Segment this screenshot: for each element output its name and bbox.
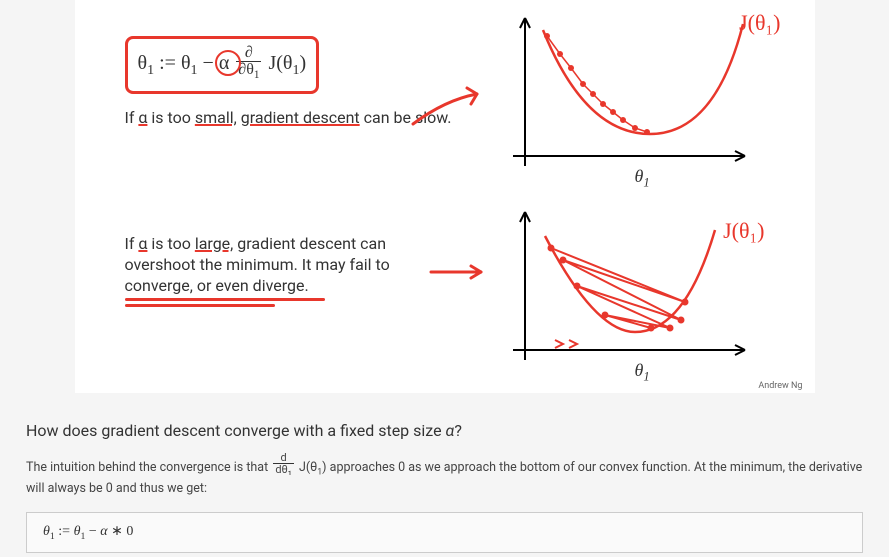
f-alpha: α <box>219 52 229 74</box>
article-question: How does gradient descent converge with … <box>26 421 863 440</box>
alpha-circled: α <box>219 52 229 75</box>
chart-divergence: θ1 J(θ₁) <box>485 200 775 388</box>
large-underlined: large, <box>195 234 233 253</box>
f-rhs1: θ <box>181 52 191 74</box>
update-rule-formula: θ1 := θ1 − α ∂ ∂θ1 J(θ1) <box>138 52 307 74</box>
f-jclose: ) <box>300 52 307 74</box>
small-underlined: small, <box>195 108 237 127</box>
chart2-ylabel: J(θ₁) <box>723 218 764 244</box>
chart1-ylabel: J(θ₁) <box>739 10 780 36</box>
red-underline-1 <box>125 298 325 301</box>
red-underline-2 <box>125 304 275 307</box>
desc-fraction: d dθ₁ <box>273 452 294 477</box>
article-description: The intuition behind the convergence is … <box>26 452 863 498</box>
update-rule-box: θ1 := θ1 − α ∂ ∂θ1 J(θ1) <box>125 36 320 94</box>
f-rhs1-sub: 1 <box>191 63 198 78</box>
f-lhs: θ <box>138 52 148 74</box>
gd-underlined: gradient descent <box>241 108 360 127</box>
arrow-to-chart1 <box>405 80 495 140</box>
chart2-xlabel: θ1 <box>635 360 650 385</box>
code-formula: θ1 := θ1 − α ∗ 0 <box>43 524 133 539</box>
chart1-xlabel: θ1 <box>635 166 650 191</box>
chart-slow-convergence: θ1 J(θ₁) <box>485 6 775 196</box>
f-jsub: 1 <box>293 63 300 78</box>
explain-large-alpha: If α is too large, gradient descent can … <box>125 230 455 296</box>
chart1-svg <box>485 6 775 196</box>
f-assign: := <box>159 52 181 74</box>
result-equation-box: θ1 := θ1 − α ∗ 0 <box>26 512 863 553</box>
lecture-slide: θ1 := θ1 − α ∂ ∂θ1 J(θ1) If α is too sma… <box>75 0 815 393</box>
attribution: Andrew Ng <box>758 381 802 391</box>
f-j: J(θ <box>268 52 292 74</box>
f-lhs-sub: 1 <box>147 63 154 78</box>
